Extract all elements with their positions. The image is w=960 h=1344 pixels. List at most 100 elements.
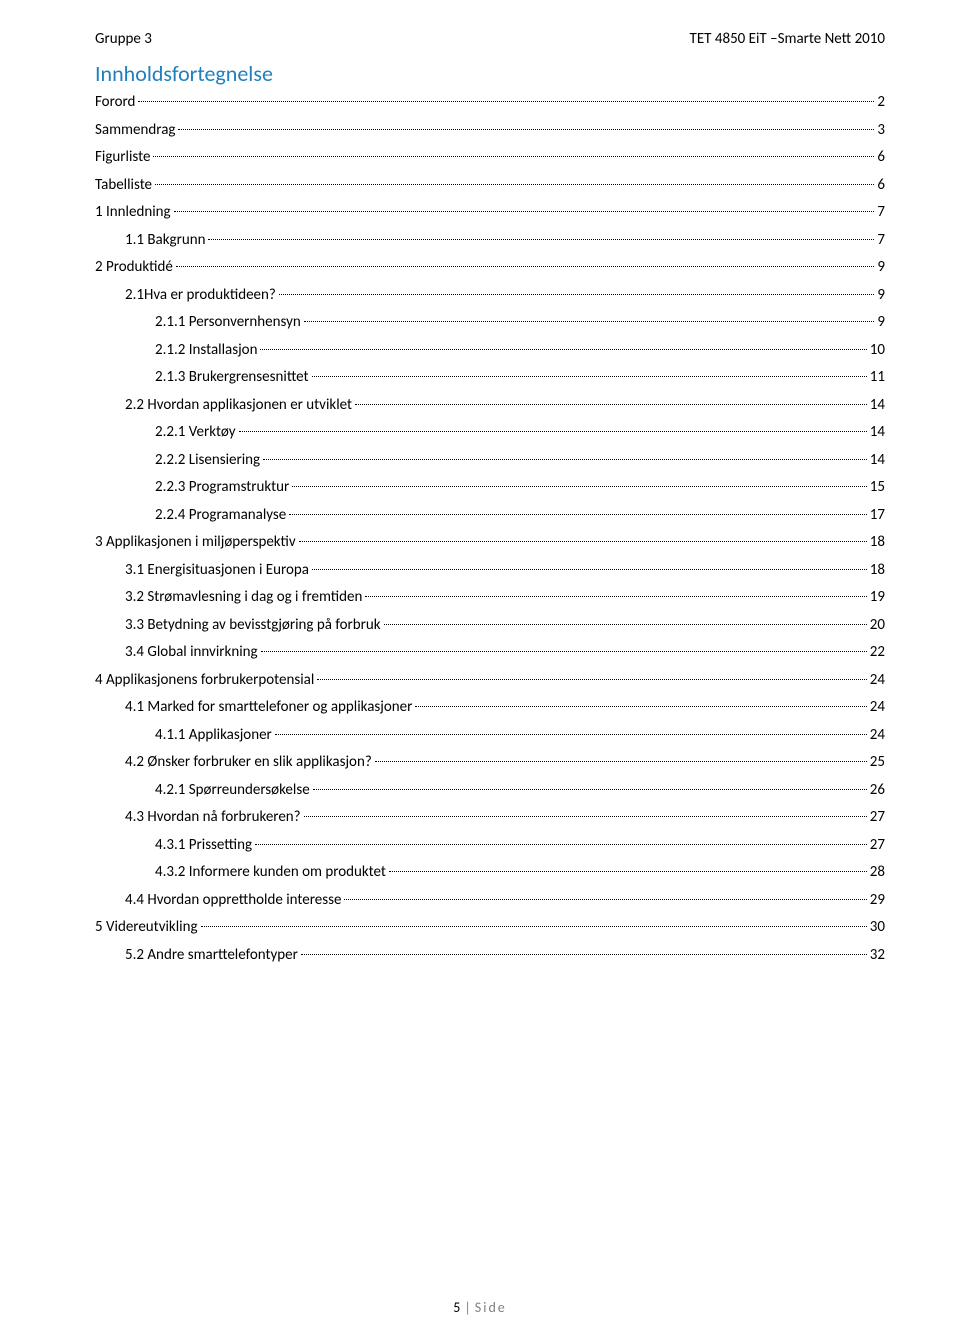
toc-leader-dots xyxy=(304,321,875,322)
toc-entry-page: 20 xyxy=(870,616,885,634)
toc-entry[interactable]: 3.3 Betydning av bevisstgjøring på forbr… xyxy=(95,616,885,634)
toc-entry-label: 4.4 Hvordan opprettholde interesse xyxy=(125,891,341,909)
toc-entry-page: 6 xyxy=(877,148,885,166)
toc-entry-label: 3 Applikasjonen i miljøperspektiv xyxy=(95,533,296,551)
toc-entry-label: 1 Innledning xyxy=(95,203,171,221)
toc-entry-page: 14 xyxy=(870,451,885,469)
toc-entry[interactable]: 4.2 Ønsker forbruker en slik applikasjon… xyxy=(95,753,885,771)
toc-entry-page: 14 xyxy=(870,396,885,414)
toc-leader-dots xyxy=(208,239,874,240)
toc-entry-label: 3.2 Strømavlesning i dag og i fremtiden xyxy=(125,588,362,606)
toc-entry[interactable]: Tabelliste6 xyxy=(95,176,885,194)
toc-leader-dots xyxy=(317,679,867,680)
toc-entry[interactable]: 3.1 Energisituasjonen i Europa 18 xyxy=(95,561,885,579)
toc-entry[interactable]: 4 Applikasjonens forbrukerpotensial 24 xyxy=(95,671,885,689)
toc-entry-page: 24 xyxy=(870,698,885,716)
toc-entry-page: 9 xyxy=(877,258,885,276)
toc-leader-dots xyxy=(304,816,867,817)
toc-entry[interactable]: 4.3 Hvordan nå forbrukeren? 27 xyxy=(95,808,885,826)
toc-entry-label: 5 Videreutvikling xyxy=(95,918,198,936)
toc-leader-dots xyxy=(155,184,874,185)
toc-entry[interactable]: 2.1.3 Brukergrensesnittet 11 xyxy=(95,368,885,386)
toc-entry[interactable]: Figurliste6 xyxy=(95,148,885,166)
toc-entry-label: 3.4 Global innvirkning xyxy=(125,643,258,661)
toc-leader-dots xyxy=(384,624,867,625)
toc-entry[interactable]: 2.1.1 Personvernhensyn9 xyxy=(95,313,885,331)
toc-leader-dots xyxy=(355,404,867,405)
toc-list: Forord2 Sammendrag3 Figurliste6 Tabelliste6… xyxy=(95,93,885,964)
toc-entry-page: 11 xyxy=(870,368,885,386)
toc-leader-dots xyxy=(263,459,867,460)
toc-leader-dots xyxy=(201,926,867,927)
toc-entry-label: 4 Applikasjonens forbrukerpotensial xyxy=(95,671,314,689)
toc-leader-dots xyxy=(292,486,866,487)
toc-entry[interactable]: 2.2.2 Lisensiering 14 xyxy=(95,451,885,469)
toc-entry[interactable]: 3.2 Strømavlesning i dag og i fremtiden1… xyxy=(95,588,885,606)
toc-entry[interactable]: Forord2 xyxy=(95,93,885,111)
toc-entry-page: 10 xyxy=(870,341,885,359)
toc-entry[interactable]: 5 Videreutvikling 30 xyxy=(95,918,885,936)
toc-entry[interactable]: 2.2.1 Verktøy14 xyxy=(95,423,885,441)
toc-leader-dots xyxy=(239,431,867,432)
toc-entry-label: 2.1.3 Brukergrensesnittet xyxy=(155,368,309,386)
toc-entry-label: 4.3 Hvordan nå forbrukeren? xyxy=(125,808,301,826)
toc-entry-page: 29 xyxy=(870,891,885,909)
toc-entry-page: 14 xyxy=(870,423,885,441)
toc-entry[interactable]: 4.4 Hvordan opprettholde interesse 29 xyxy=(95,891,885,909)
toc-leader-dots xyxy=(344,899,866,900)
page-header: Gruppe 3 TET 4850 EiT –Smarte Nett 2010 xyxy=(95,30,885,48)
toc-entry-label: 2.2.4 Programanalyse xyxy=(155,506,286,524)
toc-entry-page: 30 xyxy=(870,918,885,936)
toc-leader-dots xyxy=(279,294,875,295)
toc-entry[interactable]: 3.4 Global innvirkning 22 xyxy=(95,643,885,661)
toc-entry[interactable]: 4.1.1 Applikasjoner 24 xyxy=(95,726,885,744)
toc-entry[interactable]: 2.2.3 Programstruktur15 xyxy=(95,478,885,496)
toc-entry-label: 3.3 Betydning av bevisstgjøring på forbr… xyxy=(125,616,381,634)
toc-entry-page: 15 xyxy=(870,478,885,496)
footer-page-number: 5 xyxy=(453,1299,460,1316)
toc-entry-page: 24 xyxy=(870,726,885,744)
toc-entry[interactable]: 2.2.4 Programanalyse17 xyxy=(95,506,885,524)
toc-entry[interactable]: 4.2.1 Spørreundersøkelse26 xyxy=(95,781,885,799)
toc-entry-page: 25 xyxy=(870,753,885,771)
toc-entry[interactable]: 4.1 Marked for smarttelefoner og applika… xyxy=(95,698,885,716)
toc-leader-dots xyxy=(312,569,867,570)
toc-entry-label: 4.1 Marked for smarttelefoner og applika… xyxy=(125,698,412,716)
toc-entry-page: 2 xyxy=(877,93,885,111)
toc-leader-dots xyxy=(312,376,867,377)
toc-entry-label: 2.2.2 Lisensiering xyxy=(155,451,260,469)
toc-leader-dots xyxy=(299,541,867,542)
toc-leader-dots xyxy=(289,514,867,515)
toc-entry-page: 27 xyxy=(870,808,885,826)
toc-entry[interactable]: 2 Produktidé9 xyxy=(95,258,885,276)
toc-entry-label: 4.2.1 Spørreundersøkelse xyxy=(155,781,310,799)
toc-entry-page: 22 xyxy=(870,643,885,661)
toc-entry[interactable]: 2.1Hva er produktideen?9 xyxy=(95,286,885,304)
toc-entry-page: 28 xyxy=(870,863,885,881)
toc-entry[interactable]: 5.2 Andre smarttelefontyper32 xyxy=(95,946,885,964)
toc-entry[interactable]: 4.3.1 Prissetting27 xyxy=(95,836,885,854)
toc-entry-page: 24 xyxy=(870,671,885,689)
toc-entry[interactable]: 4.3.2 Informere kunden om produktet28 xyxy=(95,863,885,881)
toc-entry-page: 18 xyxy=(870,561,885,579)
toc-leader-dots xyxy=(138,101,874,102)
toc-leader-dots xyxy=(375,761,867,762)
toc-entry[interactable]: 1 Innledning7 xyxy=(95,203,885,221)
toc-entry-label: 3.1 Energisituasjonen i Europa xyxy=(125,561,309,579)
toc-entry-label: Sammendrag xyxy=(95,121,175,139)
toc-entry-label: 2.1Hva er produktideen? xyxy=(125,286,276,304)
toc-entry[interactable]: 2.2 Hvordan applikasjonen er utviklet14 xyxy=(95,396,885,414)
toc-entry-page: 7 xyxy=(877,231,885,249)
toc-entry[interactable]: 1.1 Bakgrunn7 xyxy=(95,231,885,249)
toc-entry-page: 6 xyxy=(877,176,885,194)
toc-leader-dots xyxy=(178,129,874,130)
toc-entry-page: 27 xyxy=(870,836,885,854)
toc-entry-label: 4.2 Ønsker forbruker en slik applikasjon… xyxy=(125,753,372,771)
toc-entry[interactable]: Sammendrag3 xyxy=(95,121,885,139)
toc-entry-label: 4.1.1 Applikasjoner xyxy=(155,726,272,744)
toc-leader-dots xyxy=(415,706,866,707)
toc-entry[interactable]: 2.1.2 Installasjon10 xyxy=(95,341,885,359)
toc-leader-dots xyxy=(176,266,875,267)
toc-entry-label: 5.2 Andre smarttelefontyper xyxy=(125,946,298,964)
toc-entry[interactable]: 3 Applikasjonen i miljøperspektiv18 xyxy=(95,533,885,551)
